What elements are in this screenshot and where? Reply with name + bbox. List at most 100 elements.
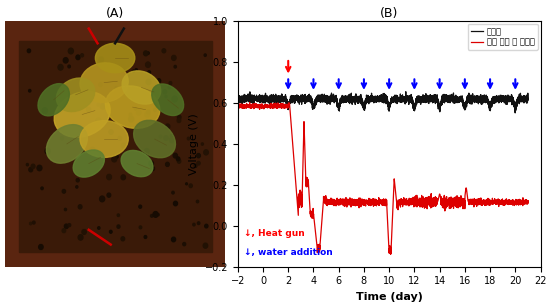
Circle shape [153,211,158,217]
Circle shape [145,148,149,154]
Circle shape [62,189,66,193]
Circle shape [78,235,83,240]
Circle shape [156,104,159,107]
Y-axis label: Voltage (V): Voltage (V) [189,113,199,175]
Circle shape [64,224,68,228]
Circle shape [147,52,149,55]
Circle shape [118,136,122,140]
열풍 처리 된 산호수 [246,101,253,105]
Circle shape [76,103,81,109]
Circle shape [74,128,78,132]
열풍 처리 된 산호수 [451,196,458,199]
Circle shape [109,130,113,134]
Circle shape [172,96,177,102]
Text: ↓, Heat gun: ↓, Heat gun [244,229,305,238]
Circle shape [64,208,67,211]
Circle shape [115,155,118,158]
산호수 [451,99,458,102]
Circle shape [99,57,103,62]
Circle shape [149,161,153,166]
Circle shape [174,65,176,68]
Circle shape [115,87,118,91]
Circle shape [58,65,63,70]
Ellipse shape [54,92,110,137]
Circle shape [98,124,100,127]
Circle shape [146,110,150,114]
열풍 처리 된 산호수 [387,252,394,256]
Circle shape [204,54,206,56]
Ellipse shape [80,63,128,102]
열풍 처리 된 산호수 [423,201,430,205]
Circle shape [87,107,91,112]
열풍 처리 된 산호수 [287,115,294,118]
Circle shape [169,82,172,85]
Circle shape [165,124,170,129]
Circle shape [139,226,142,229]
Circle shape [197,200,199,203]
Circle shape [164,136,168,140]
Circle shape [112,156,117,162]
Circle shape [203,243,207,248]
Bar [19,41,211,252]
Circle shape [90,147,95,153]
산호수 [402,90,409,94]
Circle shape [151,166,155,171]
Ellipse shape [105,86,160,128]
Circle shape [107,175,111,180]
Circle shape [157,214,159,216]
Circle shape [68,224,71,227]
Circle shape [170,135,173,138]
Circle shape [187,137,189,140]
Circle shape [39,245,43,249]
Circle shape [146,79,151,85]
Circle shape [177,115,181,119]
Circle shape [99,83,102,86]
Circle shape [76,178,79,182]
Circle shape [146,62,150,67]
Legend: 산호수, 열풍 처리 된 산호수: 산호수, 열풍 처리 된 산호수 [468,24,538,50]
산호수 [287,98,294,101]
Circle shape [78,205,82,209]
Circle shape [189,184,192,188]
Ellipse shape [96,43,135,73]
열풍 처리 된 산호수 [234,105,241,109]
산호수 [408,97,415,101]
Title: (B): (B) [380,7,399,20]
산호수 [423,96,430,100]
Circle shape [134,108,136,110]
Circle shape [76,55,80,60]
Circle shape [151,215,153,217]
Circle shape [165,162,169,166]
Circle shape [174,201,177,206]
Circle shape [171,55,176,60]
Circle shape [183,242,186,246]
Ellipse shape [80,121,128,158]
Circle shape [159,135,162,138]
Circle shape [81,54,84,57]
Circle shape [41,187,43,190]
Circle shape [148,71,151,74]
Circle shape [129,113,132,116]
Circle shape [96,118,101,124]
Circle shape [172,191,174,194]
Circle shape [97,103,100,106]
Circle shape [121,143,126,148]
Circle shape [144,51,148,56]
Circle shape [61,137,63,140]
Ellipse shape [73,150,104,177]
산호수 [525,99,531,102]
Circle shape [145,112,150,117]
Ellipse shape [38,84,69,116]
산호수 [512,111,519,115]
Ellipse shape [122,71,161,104]
Circle shape [27,49,31,53]
Circle shape [153,108,156,112]
Circle shape [31,164,35,168]
열풍 처리 된 산호수 [408,201,415,205]
Circle shape [129,116,134,122]
Circle shape [110,230,112,233]
Ellipse shape [56,78,95,112]
Circle shape [133,70,135,72]
Ellipse shape [152,84,183,115]
Circle shape [136,110,141,115]
